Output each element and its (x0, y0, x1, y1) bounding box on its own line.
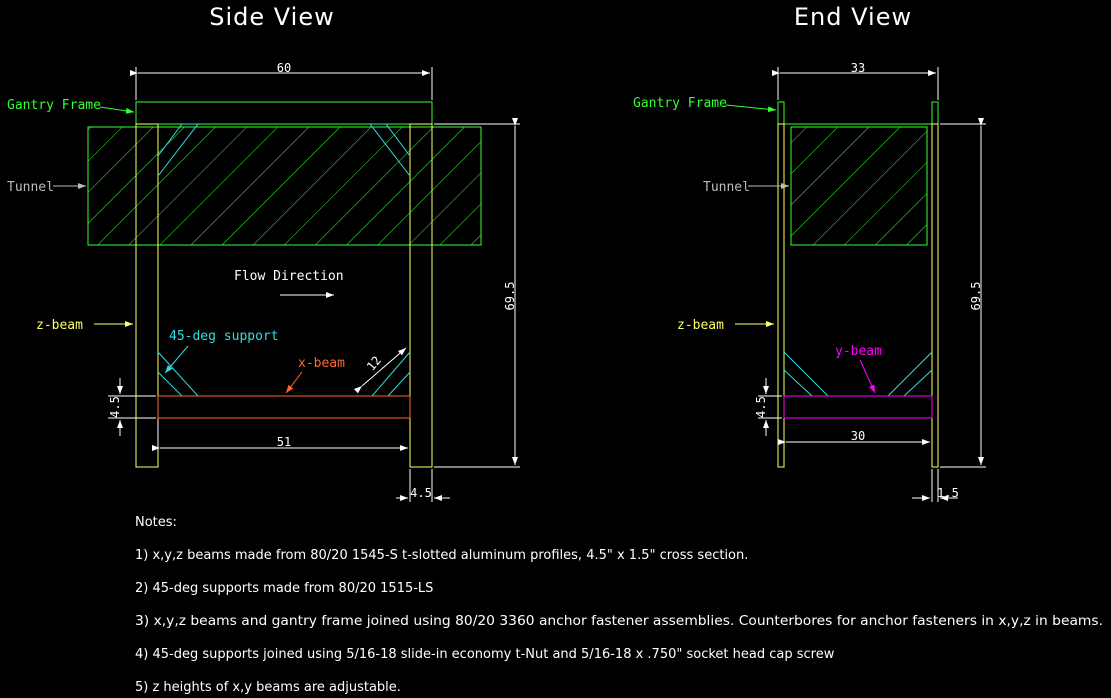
side-top-support-right (368, 123, 411, 177)
end-gantry-label: Gantry Frame (633, 96, 727, 111)
notes: Notes: 1) x,y,z beams made from 80/20 15… (135, 515, 1103, 695)
end-support-left (783, 351, 830, 397)
side-dimensions (108, 67, 520, 502)
end-support-right (886, 351, 933, 397)
side-gantry-frame (135, 101, 433, 125)
end-dimensions (758, 67, 986, 502)
dim-end-post-width: 1.5 (937, 486, 959, 500)
support-label: 45-deg support (169, 329, 279, 344)
note-5: 5) z heights of x,y beams are adjustable… (135, 680, 401, 695)
side-gantry-label: Gantry Frame (7, 98, 101, 113)
side-view: Side View Gantry Frame Tunnel Flow Direc… (7, 3, 520, 502)
dim-end-beam-length: 30 (851, 429, 865, 443)
dim-side-height: 69.5 (503, 282, 517, 311)
side-view-title: Side View (209, 3, 334, 31)
dim-end-width: 33 (851, 61, 865, 75)
side-z-beam-label: z-beam (36, 318, 83, 333)
end-view-title: End View (794, 3, 912, 31)
end-tunnel (790, 126, 928, 246)
end-z-beam-right (931, 123, 939, 468)
x-beam-label: x-beam (298, 356, 345, 371)
note-2: 2) 45-deg supports made from 80/20 1515-… (135, 581, 433, 596)
dim-side-diag: 12 (364, 353, 384, 373)
end-tunnel-label: Tunnel (703, 180, 750, 195)
end-view: End View Gantry Frame Tunnel z-beam y-be… (633, 3, 986, 502)
y-beam-label: y-beam (835, 344, 882, 359)
side-x-beam (157, 395, 411, 419)
note-3: 3) x,y,z beams and gantry frame joined u… (135, 614, 1103, 629)
side-bottom-support-left (157, 351, 200, 397)
dim-end-height: 69.5 (969, 282, 983, 311)
dim-side-width: 60 (277, 61, 291, 75)
side-z-beam-left (135, 123, 159, 468)
end-y-beam (783, 395, 933, 419)
end-z-beam-label: z-beam (677, 318, 724, 333)
dim-side-beam-length: 51 (277, 435, 291, 449)
side-z-beam-right (409, 123, 433, 468)
dim-end-beam-thick: 4.5 (754, 396, 768, 418)
note-1: 1) x,y,z beams made from 80/20 1545-S t-… (135, 548, 748, 563)
side-tunnel (87, 126, 482, 246)
side-tunnel-label: Tunnel (7, 180, 54, 195)
end-z-beam-left (777, 123, 785, 468)
flow-direction-label: Flow Direction (234, 269, 344, 284)
side-top-support-left (157, 123, 200, 177)
dim-side-beam-thick: 4.5 (108, 396, 122, 418)
notes-heading: Notes: (135, 515, 177, 530)
note-4: 4) 45-deg supports joined using 5/16-18 … (135, 647, 835, 662)
dim-side-post-width: 4.5 (410, 486, 432, 500)
